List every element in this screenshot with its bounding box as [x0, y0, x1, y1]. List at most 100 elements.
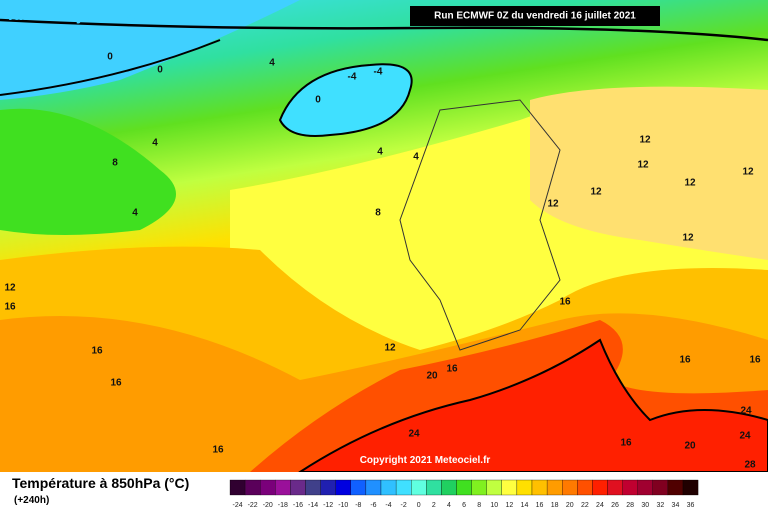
legend-tick-label: -20	[263, 502, 273, 509]
legend-tick-label: -18	[278, 502, 288, 509]
legend-tick-label: 4	[447, 502, 451, 509]
contour-label: 4	[377, 147, 383, 158]
contour-label: 0	[315, 95, 321, 106]
contour-label: 4	[132, 208, 138, 219]
contour-label: 12	[742, 167, 754, 178]
time-title: 2:00 locale	[8, 29, 105, 50]
legend-swatch	[441, 479, 457, 496]
run-box	[410, 6, 660, 26]
legend-swatch	[486, 479, 502, 496]
legend-tick-label: 6	[462, 502, 466, 509]
legend-tick-label: 36	[687, 502, 695, 509]
legend-tick-label: -4	[385, 502, 391, 509]
contour-label: 24	[408, 429, 420, 440]
legend-lead: (+240h)	[14, 495, 49, 506]
copyright: Copyright 2021 Meteociel.fr	[360, 455, 491, 466]
legend-swatch	[320, 479, 336, 496]
contour-label: -4	[348, 72, 357, 83]
legend-tick-label: 26	[611, 502, 619, 509]
contour-label: 24	[739, 431, 751, 442]
map-field	[0, 0, 768, 473]
legend-title: Température à 850hPa (°C)	[12, 475, 189, 491]
legend-tick-label: -24	[232, 502, 242, 509]
contour-label: 20	[684, 441, 696, 452]
contour-label: 16	[91, 346, 103, 357]
contour-label: -4	[374, 67, 383, 78]
legend-tick-label: -8	[355, 502, 361, 509]
date-title: lundi 26 juillet 2021	[8, 5, 164, 24]
legend-tick-label: -6	[370, 502, 376, 509]
legend-swatch	[380, 479, 397, 496]
contour-label: 16	[620, 438, 632, 449]
contour-label: 16	[446, 364, 458, 375]
legend-swatch	[622, 479, 638, 496]
legend-swatch	[577, 479, 593, 496]
legend-swatch	[546, 479, 563, 496]
legend-tick-label: 32	[656, 502, 664, 509]
legend-swatch	[456, 479, 472, 496]
legend-swatch	[305, 479, 321, 496]
contour-label: 12	[684, 178, 696, 189]
legend-tick-label: -2	[401, 502, 407, 509]
contour-label: 8	[112, 158, 118, 169]
legend-tick-label: 16	[536, 502, 544, 509]
legend-swatch	[667, 479, 684, 496]
contour-label: 16	[110, 378, 122, 389]
legend-tick-label: -16	[293, 502, 303, 509]
contour-label: 12	[4, 283, 16, 294]
contour-label: 20	[426, 371, 438, 382]
legend-tick-label: 2	[432, 502, 436, 509]
legend-tick-label: -12	[323, 502, 333, 509]
legend-swatch	[260, 479, 276, 496]
contour-label: 16	[749, 355, 761, 366]
legend-swatch	[607, 479, 623, 496]
legend-swatch	[682, 479, 699, 496]
contour-label: 4	[152, 138, 158, 149]
legend-tick-label: -14	[308, 502, 318, 509]
contour-label: 0	[107, 52, 113, 63]
contour-label: 12	[384, 343, 396, 354]
contour-label: 12	[590, 187, 602, 198]
legend-tick-label: 18	[551, 502, 559, 509]
legend-swatch	[395, 479, 412, 496]
contour-label: 12	[682, 233, 694, 244]
legend-swatch	[652, 479, 669, 496]
legend-swatch	[411, 479, 427, 496]
legend-swatch	[531, 479, 548, 496]
contour-label: 12	[639, 135, 651, 146]
contour-label: 28	[744, 460, 756, 471]
legend-tick-label: 10	[490, 502, 498, 509]
legend-swatch	[471, 479, 487, 496]
legend-tick-label: 8	[477, 502, 481, 509]
contour-label: 16	[212, 445, 224, 456]
legend-swatch	[501, 479, 518, 496]
legend-swatch	[275, 479, 291, 496]
legend-swatch	[562, 479, 578, 496]
contour-label: 24	[740, 406, 752, 417]
legend-swatch	[335, 479, 351, 496]
legend-swatch	[426, 479, 442, 496]
contour-label: 16	[679, 355, 691, 366]
contour-label: 16	[559, 297, 571, 308]
legend-tick-label: 22	[581, 502, 589, 509]
legend-tick-label: -10	[338, 502, 348, 509]
legend-tick-label: 12	[505, 502, 513, 509]
legend-tick-label: 28	[626, 502, 634, 509]
contour-label: 8	[375, 208, 381, 219]
legend-swatch	[229, 479, 246, 496]
contour-label: 16	[4, 302, 16, 313]
contour-label: 4	[269, 58, 275, 69]
legend-swatch	[244, 479, 261, 496]
legend-swatch	[637, 479, 653, 496]
legend-swatch	[516, 479, 533, 496]
legend-tick-label: 30	[641, 502, 649, 509]
contour-label: 0	[157, 65, 163, 76]
legend-swatch	[592, 479, 608, 496]
legend-tick-label: 34	[672, 502, 680, 509]
run-text: Run ECMWF 0Z du vendredi 16 juillet 2021	[434, 11, 636, 22]
legend-swatch	[350, 479, 367, 496]
legend-swatch	[365, 479, 382, 496]
contour-label: 4	[413, 152, 419, 163]
contour-label: 12	[637, 160, 649, 171]
